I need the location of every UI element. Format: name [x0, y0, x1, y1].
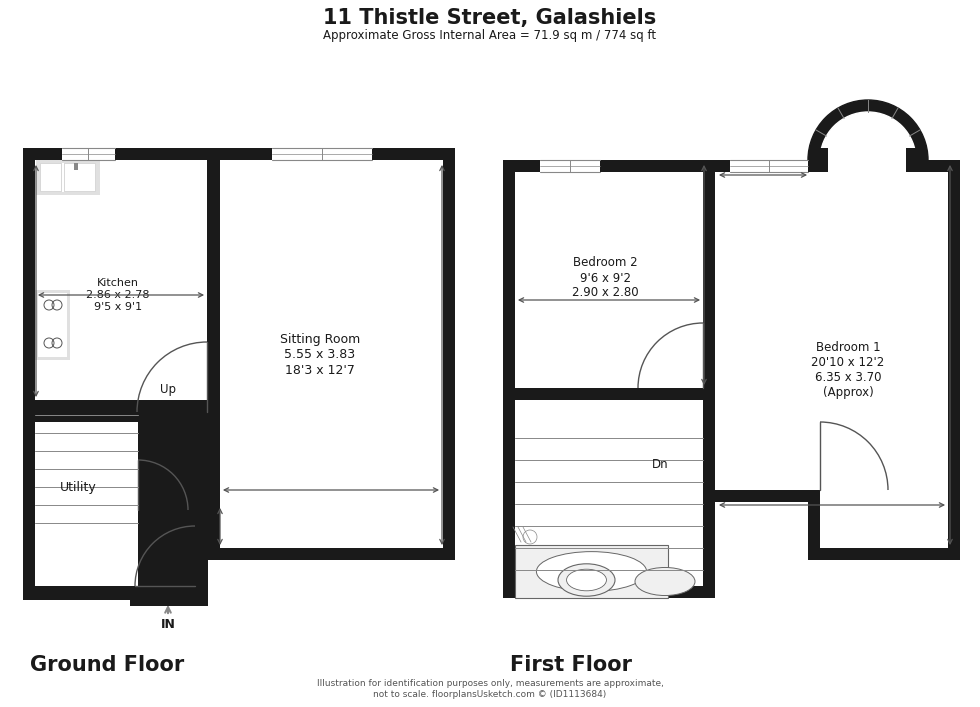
Bar: [40, 163, 96, 192]
Bar: [808, 490, 820, 560]
Bar: [130, 598, 208, 606]
Bar: [220, 548, 443, 560]
Bar: [23, 410, 208, 598]
Bar: [35, 422, 138, 586]
Bar: [272, 148, 372, 160]
Bar: [38, 293, 67, 357]
Bar: [36, 160, 100, 195]
Bar: [814, 148, 828, 172]
Bar: [220, 400, 443, 548]
Bar: [503, 388, 715, 400]
Bar: [503, 160, 515, 598]
Text: Illustration for identification purposes only, measurements are approximate,
not: Illustration for identification purposes…: [317, 679, 663, 699]
Text: Sitting Room
5.55 x 3.83
18'3 x 12'7: Sitting Room 5.55 x 3.83 18'3 x 12'7: [280, 334, 360, 377]
Bar: [515, 545, 668, 598]
Bar: [190, 548, 455, 560]
Bar: [190, 548, 208, 600]
Bar: [138, 412, 150, 586]
Bar: [35, 160, 207, 410]
Bar: [730, 160, 808, 172]
Bar: [703, 160, 715, 435]
Bar: [906, 148, 920, 172]
Text: Up: Up: [160, 383, 176, 397]
Bar: [148, 586, 207, 600]
Bar: [503, 586, 715, 598]
Text: First Floor: First Floor: [510, 655, 632, 675]
Bar: [35, 422, 150, 548]
Bar: [23, 586, 208, 598]
Bar: [23, 148, 455, 160]
Text: Approximate Gross Internal Area = 71.9 sq m / 774 sq ft: Approximate Gross Internal Area = 71.9 s…: [323, 30, 657, 42]
Bar: [35, 290, 70, 360]
Text: IN: IN: [161, 618, 175, 631]
Text: Dn: Dn: [652, 459, 668, 472]
Bar: [195, 412, 208, 598]
Bar: [703, 400, 715, 598]
Bar: [540, 160, 600, 172]
Bar: [23, 148, 35, 560]
Bar: [190, 548, 208, 600]
Bar: [443, 148, 455, 558]
Ellipse shape: [635, 568, 695, 595]
Text: Bedroom 2
9'6 x 9'2
2.90 x 2.80: Bedroom 2 9'6 x 9'2 2.90 x 2.80: [571, 257, 638, 300]
Wedge shape: [820, 112, 916, 160]
Bar: [23, 148, 455, 560]
Ellipse shape: [558, 563, 615, 596]
Text: Bedroom 1
20'10 x 12'2
6.35 x 3.70
(Approx): Bedroom 1 20'10 x 12'2 6.35 x 3.70 (Appr…: [811, 341, 885, 399]
Text: Kitchen
2.86 x 2.78
9'5 x 9'1: Kitchen 2.86 x 2.78 9'5 x 9'1: [86, 279, 150, 312]
Bar: [40, 163, 62, 192]
Bar: [220, 400, 443, 548]
Bar: [64, 163, 96, 192]
Text: Utility: Utility: [60, 481, 96, 494]
Bar: [828, 160, 906, 172]
Bar: [220, 549, 443, 559]
Bar: [503, 160, 960, 172]
Ellipse shape: [536, 551, 647, 591]
Bar: [948, 160, 960, 555]
Wedge shape: [808, 100, 928, 160]
Bar: [23, 586, 208, 600]
Bar: [443, 400, 455, 560]
Ellipse shape: [566, 569, 607, 591]
Bar: [190, 548, 455, 560]
Bar: [65, 164, 95, 191]
Text: 11 Thistle Street, Galashiels: 11 Thistle Street, Galashiels: [323, 8, 657, 28]
Bar: [220, 160, 443, 400]
Bar: [41, 164, 61, 191]
Bar: [808, 548, 960, 560]
Bar: [207, 148, 219, 412]
Bar: [715, 490, 820, 502]
Bar: [74, 163, 78, 170]
Bar: [23, 400, 219, 412]
Bar: [62, 148, 115, 160]
Text: Ground Floor: Ground Floor: [30, 655, 184, 675]
